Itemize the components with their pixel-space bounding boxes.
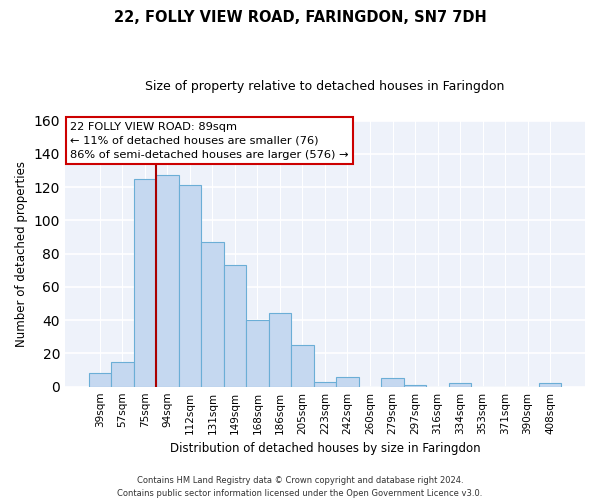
Y-axis label: Number of detached properties: Number of detached properties <box>15 160 28 346</box>
Text: 22 FOLLY VIEW ROAD: 89sqm
← 11% of detached houses are smaller (76)
86% of semi-: 22 FOLLY VIEW ROAD: 89sqm ← 11% of detac… <box>70 122 349 160</box>
Bar <box>201 242 224 386</box>
Bar <box>156 176 179 386</box>
Text: 22, FOLLY VIEW ROAD, FARINGDON, SN7 7DH: 22, FOLLY VIEW ROAD, FARINGDON, SN7 7DH <box>113 10 487 25</box>
Bar <box>179 186 201 386</box>
Bar <box>404 385 426 386</box>
X-axis label: Distribution of detached houses by size in Faringdon: Distribution of detached houses by size … <box>170 442 480 455</box>
Bar <box>449 384 472 386</box>
Bar <box>89 374 111 386</box>
Bar <box>381 378 404 386</box>
Bar <box>291 345 314 387</box>
Text: Contains HM Land Registry data © Crown copyright and database right 2024.
Contai: Contains HM Land Registry data © Crown c… <box>118 476 482 498</box>
Bar <box>336 376 359 386</box>
Bar <box>134 179 156 386</box>
Bar <box>111 362 134 386</box>
Bar <box>246 320 269 386</box>
Bar <box>539 384 562 386</box>
Bar <box>224 266 246 386</box>
Bar <box>314 382 336 386</box>
Title: Size of property relative to detached houses in Faringdon: Size of property relative to detached ho… <box>145 80 505 93</box>
Bar <box>269 314 291 386</box>
